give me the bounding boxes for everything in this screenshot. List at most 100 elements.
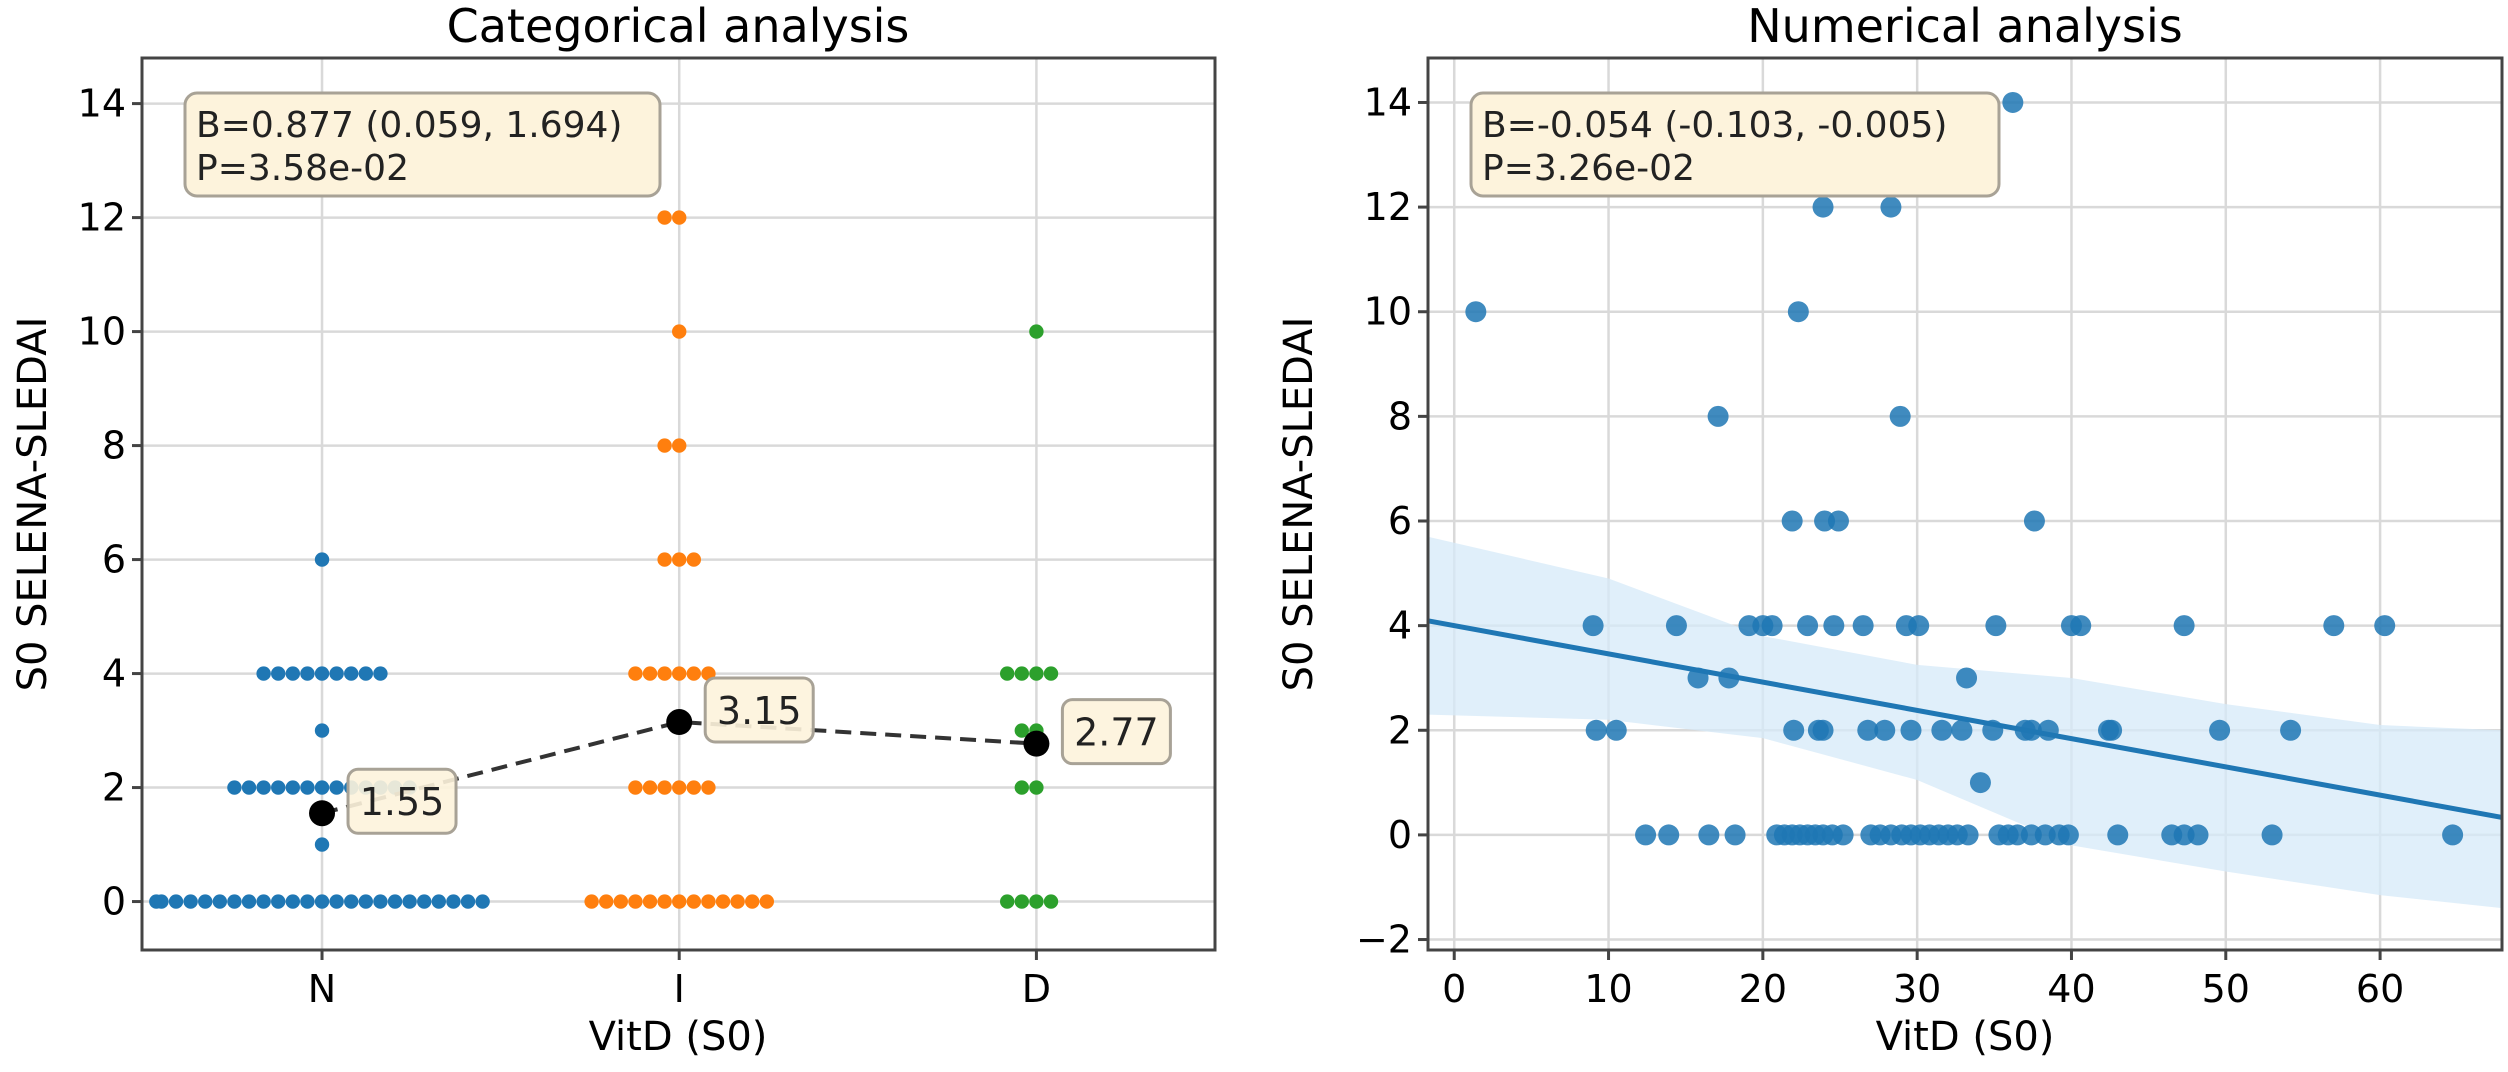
left-point-d — [1014, 666, 1030, 681]
left-means: 1.55 3.15 2.77 — [309, 676, 1172, 835]
left-point-d — [1029, 894, 1044, 909]
data-point — [2107, 824, 2129, 846]
left-point-n — [183, 894, 198, 909]
left-point-n — [241, 780, 257, 795]
left-y-tick-label: 8 — [102, 424, 126, 468]
left-point-n — [256, 666, 271, 681]
left-point-n — [256, 780, 271, 795]
left-point-i — [672, 894, 687, 909]
left-point-n — [373, 894, 388, 909]
left-point-i — [672, 438, 687, 453]
right-x-axis-label: VitD (S0) — [1876, 1014, 2055, 1060]
left-y-tick-label: 14 — [78, 82, 126, 126]
left-point-n — [212, 894, 228, 909]
data-point — [1852, 615, 1874, 637]
left-point-n — [431, 894, 447, 909]
right-x-tick-label: 40 — [2047, 967, 2095, 1011]
left-point-n — [271, 894, 286, 909]
right-x-tick-label: 60 — [2356, 967, 2404, 1011]
left-point-n — [344, 894, 359, 909]
right-y-tick-label: 12 — [1364, 185, 1412, 229]
left-point-i — [686, 780, 702, 795]
left-point-i — [657, 210, 672, 225]
left-point-i — [759, 894, 775, 909]
data-point — [2323, 615, 2345, 637]
left-point-n — [227, 780, 242, 795]
left-point-d — [1000, 894, 1015, 909]
left-point-n — [285, 894, 301, 909]
categorical-analysis-panel: Categorical analysis 1.55 3.15 2.77 0 2 4 6 8 1… — [10, 0, 1217, 1060]
data-point — [1724, 824, 1746, 846]
data-point — [1658, 824, 1680, 846]
data-point — [1880, 196, 1902, 218]
left-point-n — [154, 894, 169, 909]
left-point-n — [300, 666, 315, 681]
right-x-tick-label: 50 — [2202, 967, 2250, 1011]
right-stats-annotation: B=-0.054 (-0.103, -0.005) P=3.26e-02 — [1469, 91, 2001, 198]
left-point-i — [672, 780, 687, 795]
right-y-axis-label: S0 SELENA-SLEDAI — [1276, 317, 1322, 692]
left-point-i — [701, 894, 716, 909]
data-point — [1908, 615, 1930, 637]
left-point-i — [657, 552, 672, 567]
left-point-d — [1029, 666, 1044, 681]
right-y-ticks: −2 0 2 4 6 8 10 12 14 — [1356, 80, 1428, 962]
right-x-ticks: 0 10 20 30 40 50 60 — [1442, 950, 2404, 1011]
left-point-i — [657, 438, 672, 453]
right-stats-pvalue: P=3.26e-02 — [1482, 148, 1695, 189]
data-point — [1931, 719, 1953, 741]
left-x-axis-label: VitD (S0) — [589, 1014, 768, 1060]
left-point-i — [657, 780, 672, 795]
left-point-d — [1014, 780, 1030, 795]
left-point-i — [657, 894, 672, 909]
left-stats-annotation: B=0.877 (0.059, 1.694) P=3.58e-02 — [183, 91, 662, 198]
left-point-n — [198, 894, 213, 909]
right-chart-title: Numerical analysis — [1747, 0, 2183, 53]
left-point-n — [329, 666, 344, 681]
data-point — [1957, 824, 1979, 846]
right-x-tick-label: 0 — [1442, 967, 1466, 1011]
left-point-n — [329, 894, 344, 909]
left-point-i — [686, 666, 702, 681]
left-point-i — [613, 894, 629, 909]
left-point-i — [642, 666, 658, 681]
left-point-d — [1014, 894, 1030, 909]
left-point-i — [584, 894, 599, 909]
right-stats-coefficient: B=-0.054 (-0.103, -0.005) — [1482, 105, 1947, 146]
left-point-n — [168, 894, 184, 909]
left-point-n — [373, 666, 388, 681]
left-point-n — [300, 780, 315, 795]
data-point — [2442, 824, 2464, 846]
left-y-tick-label: 2 — [102, 766, 126, 810]
left-point-i — [672, 210, 687, 225]
left-point-n — [300, 894, 315, 909]
left-point-n — [314, 837, 330, 852]
left-point-i — [715, 894, 731, 909]
data-point — [1857, 719, 1879, 741]
data-point — [1761, 615, 1783, 637]
left-point-d — [1029, 780, 1044, 795]
data-point — [1585, 719, 1607, 741]
left-x-tick-label: I — [674, 967, 685, 1011]
data-point — [1605, 719, 1627, 741]
left-point-n — [256, 894, 271, 909]
right-plot-frame — [1426, 56, 2504, 952]
right-y-tick-label: 2 — [1388, 708, 1412, 752]
left-stats-pvalue: P=3.58e-02 — [196, 148, 409, 189]
left-x-tick-label: D — [1022, 967, 1051, 1011]
data-point — [1465, 301, 1487, 323]
right-x-tick-label: 30 — [1893, 967, 1941, 1011]
data-point — [2173, 615, 2195, 637]
data-point — [1698, 824, 1720, 846]
left-point-n — [446, 894, 461, 909]
data-point — [2057, 824, 2079, 846]
right-y-tick-label: 14 — [1364, 80, 1412, 124]
left-point-i — [701, 780, 716, 795]
data-point — [2209, 719, 2231, 741]
data-point — [2023, 510, 2045, 532]
data-point — [1787, 301, 1809, 323]
left-point-n — [358, 894, 374, 909]
data-point — [1635, 824, 1657, 846]
left-point-n — [314, 894, 330, 909]
